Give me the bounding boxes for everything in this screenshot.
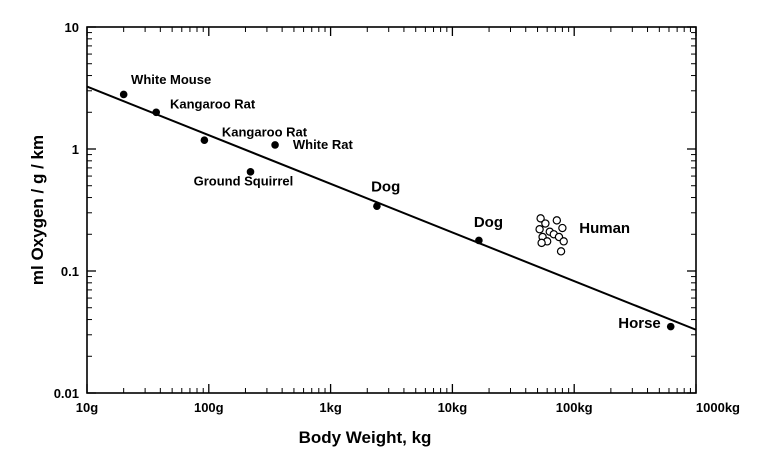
- filled-data-point: [373, 202, 381, 210]
- open-data-point: [535, 225, 544, 234]
- open-data-point: [541, 219, 550, 228]
- y-tick-label: 10: [65, 20, 79, 35]
- x-tick-label: 1000kg: [696, 400, 740, 415]
- regression-line: [86, 85, 697, 331]
- x-tick-label: 1kg: [319, 400, 341, 415]
- point-annotation: White Rat: [293, 137, 354, 152]
- x-axis-title: Body Weight, kg: [299, 428, 432, 447]
- y-tick-label: 0.1: [61, 264, 79, 279]
- open-data-point: [552, 216, 562, 225]
- point-annotation: Human: [579, 220, 630, 237]
- filled-data-point: [152, 108, 161, 117]
- open-data-point: [537, 238, 546, 248]
- point-annotation: Horse: [618, 315, 661, 332]
- x-tick-label: 100kg: [556, 400, 593, 415]
- point-annotation: Dog: [474, 214, 503, 231]
- open-data-point: [556, 247, 566, 256]
- filled-data-point: [246, 168, 255, 176]
- open-data-point: [559, 237, 568, 246]
- filled-data-point: [271, 141, 279, 149]
- y-axis-title: ml Oxygen / g / km: [28, 135, 47, 285]
- filled-data-point: [119, 90, 128, 99]
- point-annotation: Dog: [371, 178, 400, 195]
- plot-frame: [86, 26, 697, 394]
- y-tick-label: 1: [72, 142, 79, 157]
- filled-data-point: [666, 322, 675, 331]
- point-annotation: Kangaroo Rat: [222, 124, 308, 139]
- point-annotation: White Mouse: [131, 72, 211, 87]
- x-tick-label: 10g: [76, 400, 98, 415]
- point-annotation: Ground Squirrel: [194, 174, 294, 189]
- point-annotation: Kangaroo Rat: [170, 96, 256, 111]
- y-tick-label: 0.01: [54, 386, 79, 401]
- open-data-point: [536, 214, 545, 223]
- x-tick-label: 10kg: [438, 400, 468, 415]
- open-data-point: [558, 223, 567, 233]
- filled-data-point: [475, 236, 483, 245]
- filled-data-point: [200, 136, 209, 145]
- x-tick-label: 100g: [194, 400, 224, 415]
